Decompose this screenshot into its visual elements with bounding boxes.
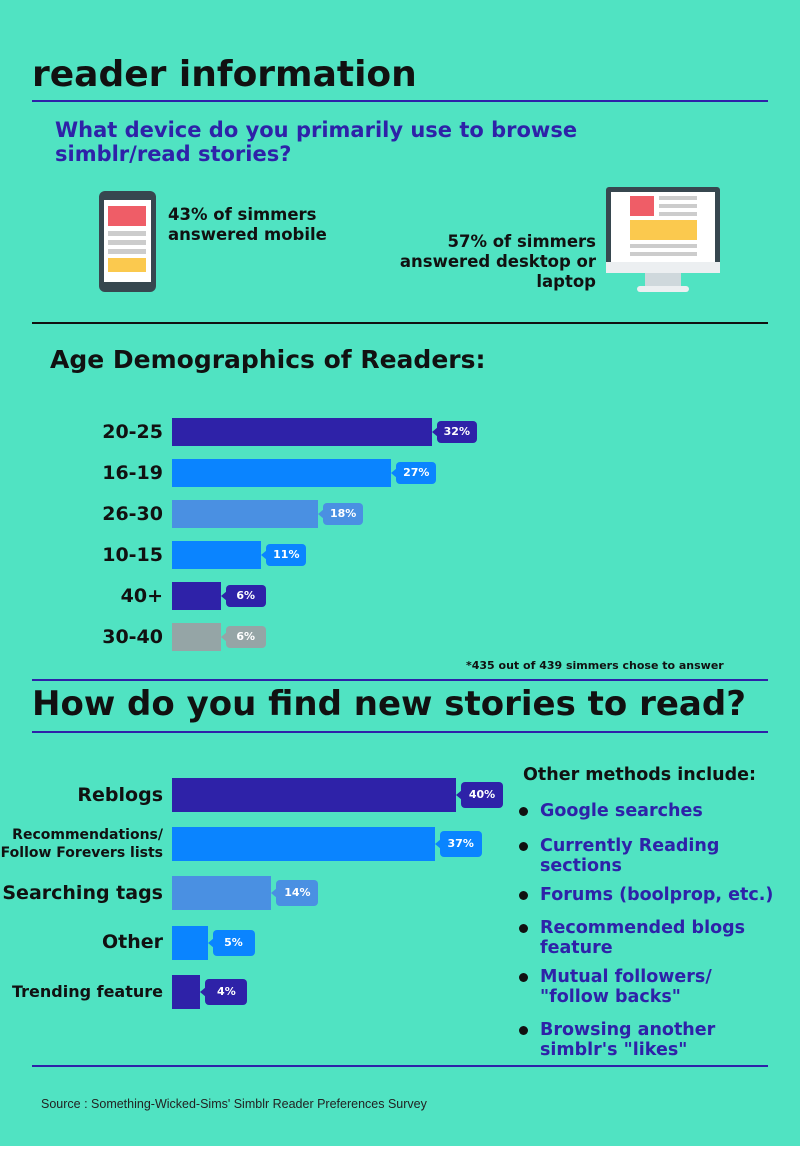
bullet xyxy=(519,842,528,851)
category-label: 30-40 xyxy=(102,625,163,648)
category-label: 10-15 xyxy=(102,543,163,566)
bullet xyxy=(519,807,528,816)
chart-title: How do you find new stories to read? xyxy=(32,684,746,724)
category-label: 40+ xyxy=(120,584,163,607)
category-label: 26-30 xyxy=(102,502,163,525)
value-label: 40% xyxy=(456,782,503,808)
divider xyxy=(32,322,768,324)
value-label: 18% xyxy=(318,503,364,525)
page-title: reader information xyxy=(32,54,417,95)
device-question: What device do you primarily use to brow… xyxy=(55,118,578,166)
method-item: Recommended blogs feature xyxy=(540,918,746,958)
bullet xyxy=(519,973,528,982)
category-label: 16-19 xyxy=(102,461,163,484)
bullet xyxy=(519,891,528,900)
method-item: Forums (boolprop, etc.) xyxy=(540,885,774,905)
category-label: Other xyxy=(101,931,163,954)
bullet xyxy=(519,1026,528,1035)
chart-title: Age Demographics of Readers: xyxy=(50,345,486,374)
value-label: 27% xyxy=(391,462,437,484)
method-item: Mutual followers/ "follow backs" xyxy=(540,967,712,1007)
desktop-icon xyxy=(606,187,720,292)
other-methods-title: Other methods include: xyxy=(523,765,756,785)
bar xyxy=(172,925,208,960)
bullet xyxy=(519,924,528,933)
bar xyxy=(172,778,456,812)
bar xyxy=(172,459,392,487)
category-label: Searching tags xyxy=(2,881,163,904)
desktop-text: 57% of simmers answered desktop or lapto… xyxy=(399,232,596,291)
divider xyxy=(32,100,768,102)
value-label: 11% xyxy=(261,544,307,566)
divider xyxy=(32,731,768,733)
bar xyxy=(172,418,432,446)
value-label: 6% xyxy=(220,585,266,607)
category-label: 20-25 xyxy=(102,420,163,443)
mobile-text: 43% of simmers answered mobile xyxy=(168,205,327,244)
category-label: Reblogs xyxy=(77,783,163,806)
value-label: 32% xyxy=(431,421,477,443)
divider xyxy=(32,1065,768,1067)
bar xyxy=(172,500,319,528)
bar xyxy=(172,974,201,1009)
bar xyxy=(172,827,435,862)
method-item: Browsing another simblr's "likes" xyxy=(540,1020,716,1060)
value-label: 5% xyxy=(207,929,255,956)
method-item: Google searches xyxy=(540,801,703,821)
method-item: Currently Reading sections xyxy=(540,836,720,876)
footnote: *435 out of 439 simmers chose to answer xyxy=(466,659,724,672)
value-label: 6% xyxy=(220,626,266,648)
phone-icon xyxy=(99,191,156,292)
divider xyxy=(32,679,768,681)
bar xyxy=(172,623,221,651)
category-label: Recommendations/ Follow Forevers lists xyxy=(0,827,163,862)
bar xyxy=(172,876,272,911)
value-label: 37% xyxy=(434,831,482,858)
bar xyxy=(172,582,221,610)
bar xyxy=(172,541,262,569)
source: Source : Something-Wicked-Sims' Simblr R… xyxy=(41,1097,427,1111)
value-label: 4% xyxy=(200,978,248,1005)
value-label: 14% xyxy=(271,880,319,907)
category-label: Trending feature xyxy=(11,981,163,1001)
